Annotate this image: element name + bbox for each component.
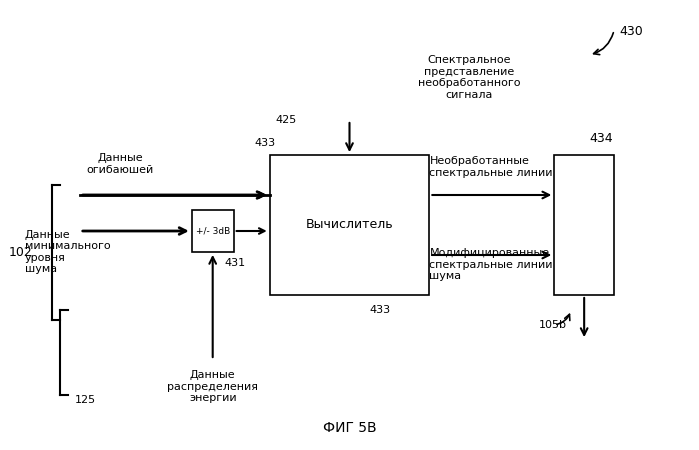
Text: Данные
минимального
уровня
шума: Данные минимального уровня шума — [25, 230, 110, 274]
FancyArrowPatch shape — [557, 314, 570, 324]
Text: Спектральное
представление
необработанного
сигнала: Спектральное представление необработанно… — [418, 55, 521, 100]
FancyArrowPatch shape — [593, 33, 613, 54]
Text: +/- 3dB: +/- 3dB — [196, 226, 230, 235]
Text: Необработанные
спектральные линии: Необработанные спектральные линии — [429, 157, 553, 178]
Text: Данные
огибаюшей: Данные огибаюшей — [86, 153, 154, 175]
Text: Модифицированные
спектральные линии
шума: Модифицированные спектральные линии шума — [429, 248, 553, 281]
Bar — [192, 210, 233, 252]
Text: 125: 125 — [75, 395, 96, 405]
Text: 105b: 105b — [539, 320, 567, 330]
Text: 102: 102 — [8, 246, 32, 258]
Text: 430: 430 — [619, 25, 643, 38]
Bar — [554, 155, 614, 295]
Text: Вычислитель: Вычислитель — [305, 219, 394, 231]
Text: 434: 434 — [589, 131, 613, 144]
Text: 433: 433 — [370, 305, 391, 315]
Text: 431: 431 — [224, 258, 246, 268]
Text: Данные
распределения
энергии: Данные распределения энергии — [167, 370, 258, 403]
Bar — [270, 155, 429, 295]
Text: ФИГ 5В: ФИГ 5В — [323, 421, 376, 435]
Text: 425: 425 — [275, 115, 296, 125]
Text: 433: 433 — [254, 138, 276, 148]
